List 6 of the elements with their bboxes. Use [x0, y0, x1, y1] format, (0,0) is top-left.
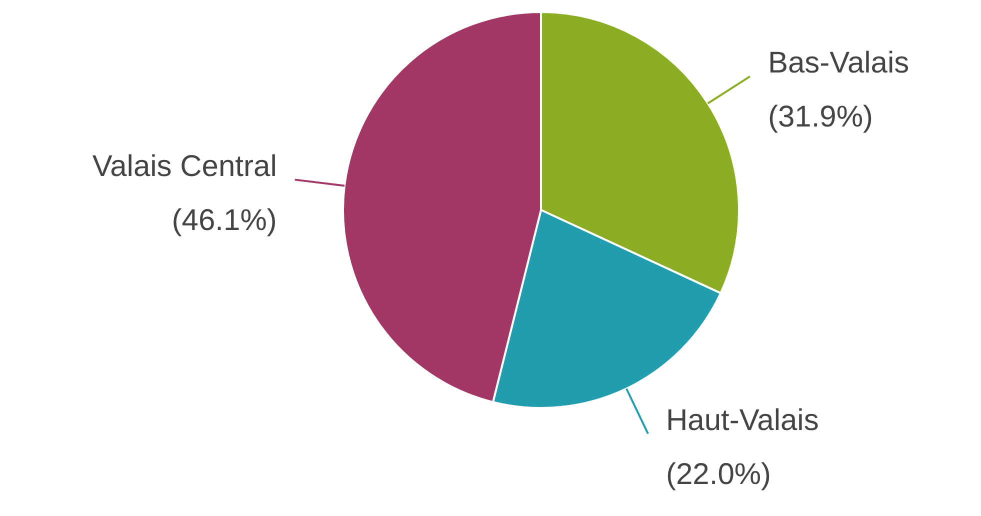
data-label: (31.9%) [768, 100, 874, 134]
data-label: (46.1%) [172, 204, 277, 237]
data-label: (22.0%) [666, 458, 772, 491]
slice-label: Valais Central [92, 150, 277, 183]
slice-label: Haut-Valais [666, 404, 819, 437]
slice-label: Bas-Valais [768, 46, 910, 80]
